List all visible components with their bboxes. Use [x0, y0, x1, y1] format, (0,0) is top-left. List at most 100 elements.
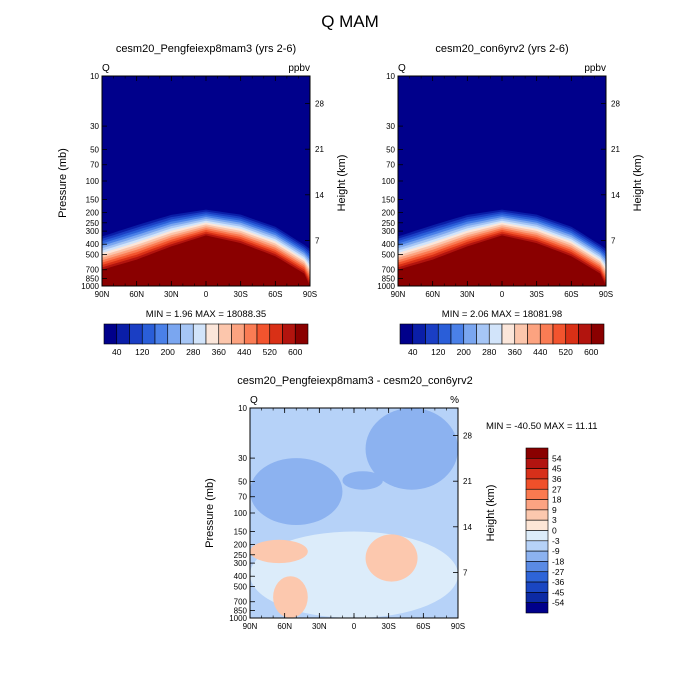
- y-tick-label: 700: [234, 598, 248, 607]
- colorbar-label: 54: [552, 453, 562, 463]
- panel-variable-label: Q: [102, 63, 110, 74]
- colorbar-swatch: [525, 447, 549, 459]
- colorbar-label: 280: [186, 347, 200, 357]
- colorbar-swatch: [231, 323, 245, 345]
- plot-area: [250, 408, 458, 618]
- y-tick-label: 30: [386, 122, 395, 131]
- colorbar-label: 520: [263, 347, 277, 357]
- colorbar-swatch: [437, 323, 452, 345]
- y-axis-right-label: Height (km): [632, 155, 644, 212]
- colorbar-label: 9: [552, 505, 557, 515]
- y-tick-label: 50: [90, 145, 99, 154]
- x-tick-label: 60S: [416, 622, 430, 631]
- colorbar-swatch: [565, 323, 579, 345]
- x-tick-label: 90N: [95, 290, 110, 299]
- y-tick-label: 300: [234, 559, 248, 568]
- y-tick-label: 400: [234, 572, 248, 581]
- y-tick-label: 200: [382, 209, 396, 218]
- panel-title: cesm20_Pengfeiexp8mam3 - cesm20_con6yrv2: [237, 375, 472, 387]
- colorbar-swatch: [425, 323, 439, 345]
- colorbar-swatch: [180, 323, 194, 345]
- colorbar-label: 45: [552, 464, 562, 474]
- y-tick-label: 400: [382, 240, 396, 249]
- y-right-tick-label: 7: [315, 236, 320, 245]
- y-right-tick-label: 21: [463, 477, 472, 486]
- x-tick-label: 30N: [460, 290, 475, 299]
- panel-title: cesm20_con6yrv2 (yrs 2-6): [435, 43, 568, 55]
- colorbar-label: 40: [408, 347, 418, 357]
- y-tick-label: 250: [382, 219, 396, 228]
- x-tick-label: 60S: [268, 290, 282, 299]
- colorbar-swatch: [103, 323, 118, 345]
- y-right-tick-label: 7: [611, 236, 616, 245]
- panel-units-label: ppbv: [584, 63, 606, 74]
- colorbar-swatch: [116, 323, 130, 345]
- plot-area: [102, 76, 310, 286]
- y-tick-label: 100: [234, 509, 248, 518]
- colorbar-label: 18: [552, 495, 562, 505]
- y-tick-label: 150: [86, 195, 100, 204]
- colorbar-label: 200: [161, 347, 175, 357]
- x-tick-label: 90N: [391, 290, 406, 299]
- y-tick-label: 30: [90, 122, 99, 131]
- colorbar-swatch: [525, 519, 549, 531]
- colorbar-swatch: [167, 323, 181, 345]
- y-tick-label: 400: [86, 240, 100, 249]
- x-tick-label: 90S: [599, 290, 613, 299]
- plot-area: [398, 76, 606, 286]
- colorbar-swatch: [294, 323, 309, 345]
- colorbar-swatch: [243, 323, 258, 345]
- x-tick-label: 30S: [382, 622, 396, 631]
- colorbar-swatch: [525, 468, 549, 480]
- contour-band: [398, 235, 606, 286]
- colorbar-swatch: [525, 602, 549, 614]
- panel-units-label: ppbv: [288, 63, 310, 74]
- x-tick-label: 0: [500, 290, 505, 299]
- y-tick-label: 250: [86, 219, 100, 228]
- difference-region: [250, 458, 343, 525]
- y-right-tick-label: 14: [463, 523, 472, 532]
- colorbar-label: 600: [584, 347, 598, 357]
- colorbar-label: 200: [457, 347, 471, 357]
- colorbar-label: 280: [482, 347, 496, 357]
- y-tick-label: 500: [382, 250, 396, 259]
- difference-region: [273, 576, 308, 618]
- colorbar-swatch: [514, 323, 528, 345]
- colorbar-swatch: [525, 571, 549, 583]
- colorbar-label: 120: [135, 347, 149, 357]
- y-tick-label: 30: [238, 454, 247, 463]
- colorbar-swatch: [450, 323, 465, 345]
- y-tick-label: 500: [234, 582, 248, 591]
- y-right-tick-label: 7: [463, 568, 468, 577]
- y-right-tick-label: 28: [463, 432, 472, 441]
- colorbar-swatch: [218, 323, 232, 345]
- min-max-text: MIN = -40.50 MAX = 11.11: [486, 421, 598, 432]
- colorbar-swatch: [590, 323, 605, 345]
- panel-units-label: %: [450, 395, 459, 406]
- colorbar-swatch: [205, 323, 220, 345]
- y-tick-label: 70: [238, 493, 247, 502]
- colorbar-swatch: [525, 478, 549, 490]
- y-tick-label: 50: [238, 477, 247, 486]
- colorbar-label: -27: [552, 567, 565, 577]
- x-tick-label: 60S: [564, 290, 578, 299]
- colorbar-label: 520: [559, 347, 573, 357]
- colorbar-swatch: [525, 592, 549, 603]
- x-tick-label: 90S: [451, 622, 465, 631]
- panel-variable-label: Q: [250, 395, 258, 406]
- x-tick-label: 30N: [164, 290, 179, 299]
- colorbar-swatch: [578, 323, 592, 345]
- y-axis-label: Pressure (mb): [204, 478, 216, 548]
- y-tick-label: 100: [86, 177, 100, 186]
- figure-title: Q MAM: [321, 12, 379, 31]
- y-tick-label: 200: [86, 209, 100, 218]
- colorbar-label: 3: [552, 515, 557, 525]
- y-tick-label: 10: [90, 72, 99, 81]
- y-tick-label: 850: [234, 607, 248, 616]
- contour-band: [102, 235, 310, 286]
- colorbar-swatch: [525, 509, 549, 521]
- colorbar-label: 36: [552, 474, 562, 484]
- colorbar-label: -18: [552, 556, 565, 566]
- colorbar-label: -9: [552, 546, 560, 556]
- colorbar-swatch: [525, 499, 549, 511]
